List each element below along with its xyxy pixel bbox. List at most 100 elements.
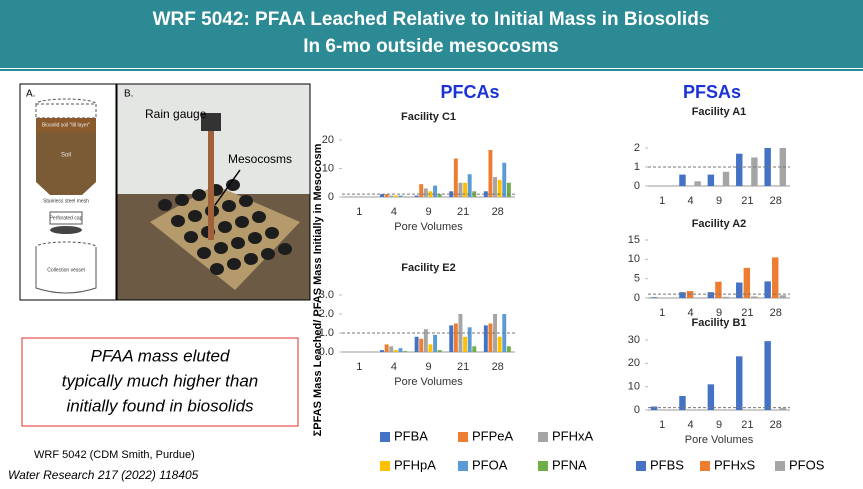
y-tick-label: 3.0 (319, 289, 334, 301)
x-tick-label: 28 (770, 307, 782, 319)
slide-canvas: WRF 5042: PFAA Leached Relative to Initi… (0, 0, 863, 489)
bar (715, 282, 721, 298)
x-axis-label: Pore Volumes (394, 376, 463, 388)
bar (468, 174, 472, 197)
bar (679, 175, 685, 186)
panel-label: B. (124, 89, 133, 100)
x-axis-label: Pore Volumes (394, 221, 463, 233)
bar (399, 196, 403, 197)
slide-title: In 6-mo outside mesocosms (303, 36, 559, 57)
bar (449, 325, 453, 352)
x-axis-label: Pore Volumes (685, 434, 754, 446)
photo-pot (175, 194, 189, 206)
bar (463, 337, 467, 352)
bar (651, 297, 657, 298)
y-tick-label: 1 (634, 161, 640, 173)
x-tick-label: 1 (659, 419, 665, 431)
legend-label: PFPeA (472, 428, 514, 443)
bar (708, 292, 714, 298)
bar (488, 324, 492, 353)
photo-pot (227, 258, 241, 270)
legend-swatch (775, 461, 785, 471)
y-tick-label: 1.0 (319, 327, 334, 339)
diagram-label: Collection vessel (47, 267, 85, 273)
callout-text: PFAA mass eluted (91, 346, 230, 365)
legend-swatch (636, 461, 646, 471)
y-tick-label: 10 (322, 162, 334, 174)
y-tick-label: 0.0 (319, 346, 334, 358)
photo-pot (248, 232, 262, 244)
photo-pot (171, 215, 185, 227)
legend-label: PFHpA (394, 457, 436, 472)
legend-swatch (380, 461, 390, 471)
chart-title: Facility A1 (692, 106, 747, 118)
legend-label: PFHxS (714, 457, 756, 472)
bar (751, 158, 757, 187)
x-tick-label: 21 (457, 361, 469, 373)
panel-label: A. (26, 89, 35, 100)
photo-pot (265, 227, 279, 239)
legend-label: PFNA (552, 457, 587, 472)
legend-label: PFBA (394, 428, 428, 443)
bar (736, 283, 742, 298)
bar (419, 184, 423, 197)
legend-swatch (700, 461, 710, 471)
group-title: PFCAs (440, 82, 499, 102)
bar (415, 196, 419, 197)
photo-label: Mesocosms (228, 152, 292, 166)
column-top (36, 104, 96, 118)
bar (708, 384, 714, 410)
y-tick-label: 2.0 (319, 308, 334, 320)
bar (389, 346, 393, 352)
bar (394, 196, 398, 197)
chart-title: Facility E2 (401, 262, 455, 274)
bar (507, 346, 511, 352)
y-tick-label: 10 (628, 253, 640, 265)
bar (468, 327, 472, 352)
y-tick-label: 20 (628, 357, 640, 369)
slide-title: WRF 5042: PFAA Leached Relative to Initi… (153, 9, 710, 30)
photo-pot (184, 231, 198, 243)
x-tick-label: 21 (741, 195, 753, 207)
y-tick-label: 0 (634, 292, 640, 304)
photo-pot (278, 243, 292, 255)
diagram-label: Biosolid soil "till layer" (42, 122, 91, 128)
x-tick-label: 9 (716, 419, 722, 431)
legend-swatch (538, 461, 548, 471)
bar (380, 350, 384, 352)
credit: WRF 5042 (CDM Smith, Purdue) (34, 449, 195, 461)
x-tick-label: 28 (492, 206, 504, 218)
bar (723, 172, 729, 186)
bar (723, 297, 729, 298)
bar (507, 183, 511, 197)
photo-pot (188, 210, 202, 222)
x-tick-label: 9 (716, 195, 722, 207)
bar (429, 344, 433, 352)
y-tick-label: 0 (634, 180, 640, 192)
x-tick-label: 4 (688, 195, 694, 207)
x-tick-label: 4 (391, 361, 397, 373)
legend-label: PFOA (472, 457, 508, 472)
bar (419, 339, 423, 352)
chart-title: Facility C1 (401, 111, 456, 123)
y-tick-label: 0 (634, 404, 640, 416)
bar (403, 351, 407, 352)
bar (438, 350, 442, 352)
y-tick-label: 5 (634, 273, 640, 285)
citation: Water Research 217 (2022) 118405 (8, 468, 199, 482)
bar (484, 325, 488, 352)
chart-title: Facility A2 (692, 218, 747, 230)
y-tick-label: 10 (628, 381, 640, 393)
bar (679, 292, 685, 298)
legend-label: PFBS (650, 457, 684, 472)
bar (472, 346, 476, 352)
photo-pot (222, 200, 236, 212)
bar (488, 150, 492, 197)
legend-swatch (458, 461, 468, 471)
legend-swatch (380, 432, 390, 442)
bar (394, 350, 398, 352)
y-tick-label: 2 (634, 142, 640, 154)
bar (463, 183, 467, 197)
bar (772, 257, 778, 298)
bar (736, 154, 742, 186)
